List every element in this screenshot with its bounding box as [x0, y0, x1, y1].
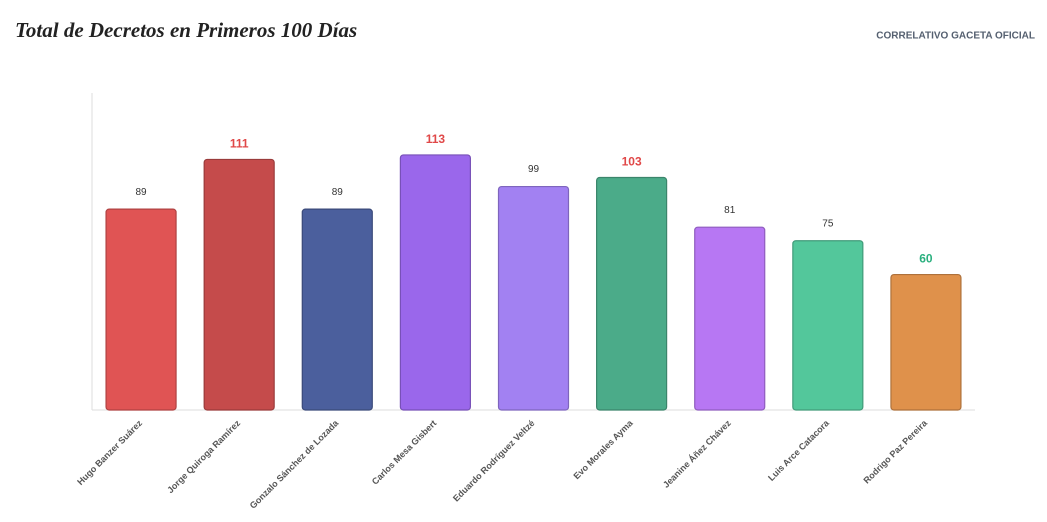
x-tick-label: Rodrigo Paz Pereira — [861, 417, 929, 485]
bar — [301, 208, 373, 411]
x-tick-label: Eduardo Rodríguez Veltzé — [451, 418, 537, 504]
x-tick-label: Jeanine Áñez Chávez — [661, 418, 733, 490]
x-tick-label: Luis Arce Catacora — [766, 417, 832, 483]
chart-title: Total de Decretos en Primeros 100 Días — [15, 18, 357, 42]
x-tick-label: Carlos Mesa Gisbert — [370, 418, 439, 487]
value-label: 81 — [724, 205, 736, 216]
value-label: 89 — [332, 187, 344, 198]
value-label: 111 — [230, 137, 249, 151]
bar — [694, 226, 766, 411]
x-tick-label: Jorge Quiroga Ramírez — [165, 418, 242, 495]
x-tick-label: Gonzalo Sánchez de Lozada — [248, 417, 341, 510]
bar — [596, 176, 668, 411]
bar — [399, 154, 471, 411]
value-label: 99 — [528, 164, 540, 175]
bar — [792, 240, 864, 411]
bar — [497, 185, 570, 411]
bar — [203, 158, 275, 411]
x-tick-label: Evo Morales Ayma — [572, 417, 636, 481]
bar — [890, 273, 962, 411]
bar — [105, 208, 177, 411]
x-tick-label: Hugo Banzer Suárez — [75, 418, 144, 487]
value-label: 60 — [919, 252, 933, 266]
value-label: 89 — [135, 187, 147, 198]
value-label: 113 — [426, 132, 446, 146]
value-label: 103 — [622, 155, 642, 169]
source-label: CORRELATIVO GACETA OFICIAL — [876, 31, 1035, 42]
value-label: 75 — [822, 218, 834, 229]
